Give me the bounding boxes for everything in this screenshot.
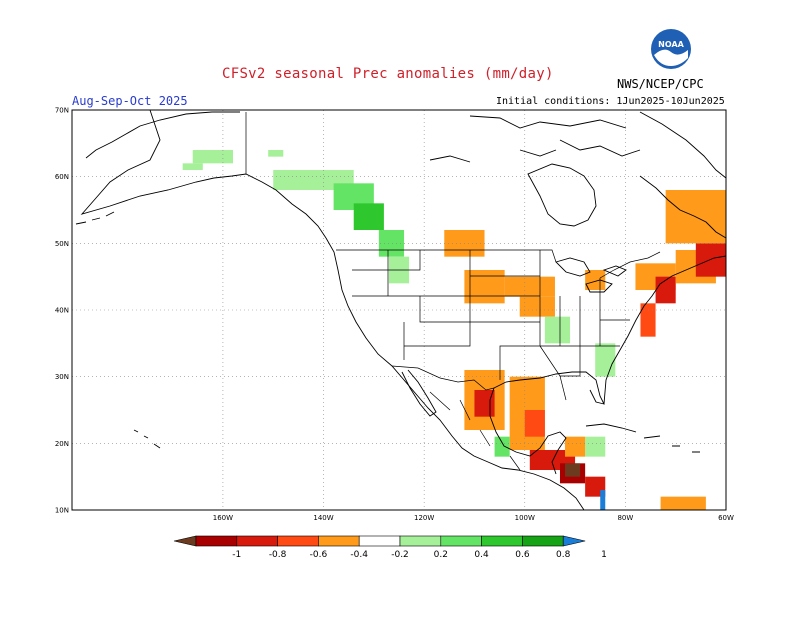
lon-label: 60W: [718, 514, 734, 522]
anomaly-patch-lt_green: [192, 150, 233, 164]
lat-label: 70N: [55, 107, 69, 115]
arctic-islands: [429, 115, 641, 163]
season-label: Aug-Sep-Oct 2025: [72, 94, 188, 108]
colorbar-label: 1: [601, 550, 607, 560]
lat-label: 30N: [55, 373, 69, 381]
anomaly-patch-lt_green: [544, 316, 571, 344]
axis-labels: 70N 60N 50N 40N 30N 20N 10N 160W 140W 120W 100W 80W…: [55, 107, 734, 523]
lon-label: 160W: [213, 514, 233, 522]
colorbar-label: -0.8: [269, 550, 287, 560]
noaa-logo-text: NOAA: [658, 40, 684, 49]
anomaly-patch-orange: [565, 436, 586, 457]
greenland-tip: [639, 111, 727, 179]
lon-label: 120W: [414, 514, 434, 522]
political-boundaries: [245, 112, 661, 471]
colorbar-segment: [358, 535, 401, 547]
colorbar-segment: [318, 535, 360, 547]
colorbar-label: -0.6: [310, 550, 328, 560]
colorbar-label: -0.2: [391, 550, 409, 560]
lat-label: 60N: [55, 173, 69, 181]
hudson-bay: [527, 163, 597, 227]
anomaly-patch-orange: [519, 296, 555, 317]
colorbar-label: 0.6: [515, 550, 530, 560]
anomaly-patch-red: [695, 243, 726, 277]
lat-label: 10N: [55, 507, 69, 515]
great-lakes: [555, 257, 627, 293]
coastlines: [75, 109, 727, 511]
state-lines: [352, 250, 630, 401]
grid-lines: [72, 110, 726, 510]
aleutians: [75, 211, 115, 225]
lon-label: 140W: [313, 514, 333, 522]
colorbar-high-arrow: [562, 535, 586, 547]
colorbar-label: -0.4: [350, 550, 368, 560]
anomaly-patch-green: [378, 230, 405, 257]
colorbar: -1 -0.8 -0.6 -0.4 -0.2 0.2 0.4 0.6 0.8 1: [173, 535, 607, 560]
anomaly-patch-orange: [504, 276, 555, 297]
colorbar-segment: [522, 535, 564, 547]
colorbar-label: -1: [232, 550, 241, 560]
initial-conditions-label: Initial conditions: 1Jun2025-10Jun2025: [496, 96, 725, 107]
colorbar-segment: [481, 535, 523, 547]
lon-label: 100W: [515, 514, 535, 522]
colorbar-segment: [399, 535, 442, 547]
anomaly-patch-brown: [565, 463, 581, 477]
lat-label: 20N: [55, 440, 69, 448]
colorbar-low-arrow: [173, 535, 197, 547]
colorbar-label: 0.2: [434, 550, 448, 560]
anomaly-patch-orange: [660, 496, 706, 510]
colorbar-segment: [277, 535, 319, 547]
alaska-coast: [80, 109, 327, 239]
atlantic-coast: [603, 255, 727, 405]
lat-label: 40N: [55, 307, 69, 315]
noaa-logo: NOAA: [651, 29, 691, 69]
colorbar-label: 0.4: [474, 550, 489, 560]
anomaly-patch-blue: [600, 490, 606, 510]
lat-label: 50N: [55, 240, 69, 248]
caribbean-islands: [585, 423, 700, 453]
anomaly-patch-red_orange: [640, 303, 656, 337]
colorbar-segment: [195, 535, 238, 547]
anomaly-patch-mid_green: [353, 203, 384, 230]
anomaly-patch-lt_green: [182, 163, 203, 170]
map-title: CFSv2 seasonal Prec anomalies (mm/day): [222, 66, 554, 82]
anomaly-patch-orange: [464, 270, 505, 304]
mexico-states: [429, 391, 521, 471]
anomaly-layer: [182, 150, 726, 510]
anomaly-patch-lt_green: [268, 150, 284, 157]
baja-california: [401, 369, 437, 417]
gulf-coast: [489, 371, 605, 475]
colorbar-segment: [236, 535, 278, 547]
colorbar-label: 0.8: [556, 550, 571, 560]
colorbar-segment: [440, 535, 482, 547]
anomaly-patch-green: [494, 436, 510, 457]
anomaly-patch-lt_green: [595, 343, 616, 377]
pacific-coast: [325, 237, 585, 511]
agency-label: NWS/NCEP/CPC: [617, 77, 704, 91]
map-frame: [71, 109, 727, 511]
anomaly-patch-lt_green: [585, 436, 606, 457]
us-mexico-border: [391, 365, 495, 391]
labrador-coast: [639, 175, 727, 239]
anomaly-patch-red_orange: [524, 410, 545, 437]
alaska-north-coast: [85, 111, 240, 159]
us-canada-border: [336, 249, 661, 279]
lon-label: 80W: [617, 514, 633, 522]
hawaii: [133, 429, 161, 449]
noaa-logo-wave: [654, 49, 688, 66]
